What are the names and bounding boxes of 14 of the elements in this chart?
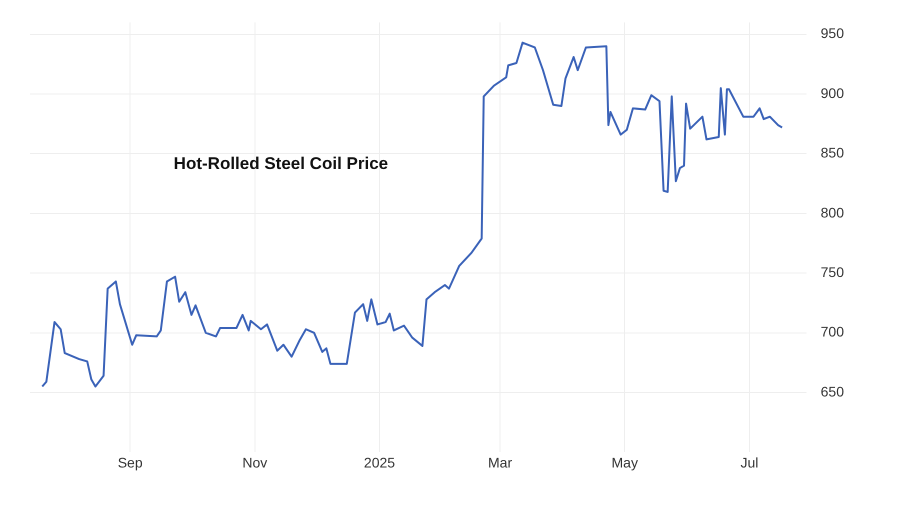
y-tick-label: 650: [820, 383, 844, 400]
x-tick-label: Mar: [488, 454, 512, 470]
y-tick-label: 900: [820, 84, 844, 101]
x-tick-label: 2025: [364, 454, 396, 470]
x-tick-label: Nov: [242, 454, 268, 470]
x-tick-label: Jul: [740, 454, 758, 470]
y-tick-label: 800: [820, 204, 844, 220]
y-tick-label: 850: [820, 144, 844, 161]
x-tick-label: Sep: [118, 454, 143, 470]
y-tick-label: 750: [820, 264, 844, 280]
x-tick-label: May: [612, 454, 638, 470]
y-tick-label: 950: [820, 25, 844, 42]
text: Hot-Rolled Steel Coil Price: [174, 154, 388, 173]
y-tick-label: 700: [820, 324, 844, 340]
